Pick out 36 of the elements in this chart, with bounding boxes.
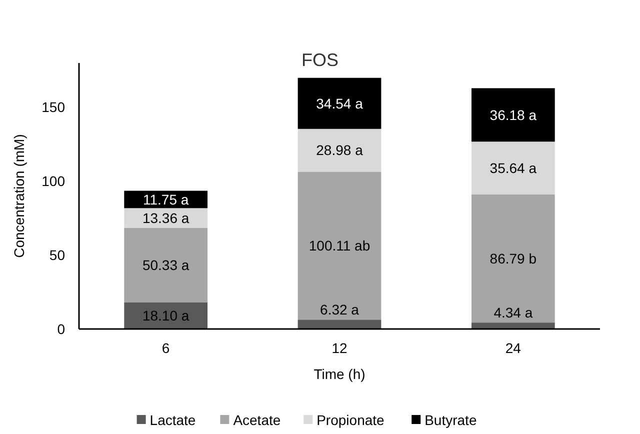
bar [298,128,382,172]
legend-label: Butyrate [424,412,477,428]
bar [298,172,382,320]
data-label: 13.36 a [142,210,190,226]
x-tick-label: 12 [332,340,348,356]
legend-label: Lactate [150,412,196,428]
bar [471,88,555,142]
data-label: 86.79 b [490,250,537,266]
y-axis-title: Concentration (mM) [11,134,27,258]
x-axis-title: Time (h) [314,366,366,382]
data-label: 11.75 a [142,191,189,208]
chart-title: FOS [301,50,339,70]
bar [298,320,382,329]
data-label: 36.18 a [490,106,537,123]
bar [124,228,208,302]
data-label: 4.34 a [494,304,533,320]
y-tick-label: 50 [49,247,66,264]
data-label: 18.10 a [142,308,190,324]
y-tick-label: 150 [42,99,66,116]
bar [298,78,382,129]
data-label: 6.32 a [320,302,360,318]
x-tick-label: 6 [162,340,170,356]
data-label: 100.11 ab [308,238,370,254]
legend-label: Propionate [316,412,385,428]
data-label: 50.33 a [142,256,190,273]
bar [471,194,555,323]
x-tick-label: 24 [505,340,522,356]
legend-label: Acetate [233,412,281,428]
y-tick-label: 0 [57,320,66,337]
data-label: 34.54 a [316,95,364,112]
data-label: 35.64 a [490,160,537,176]
data-label: 28.98 a [316,142,364,158]
bar [124,208,208,228]
y-tick-label: 100 [42,173,66,190]
bar [471,322,555,329]
bar [471,142,555,194]
